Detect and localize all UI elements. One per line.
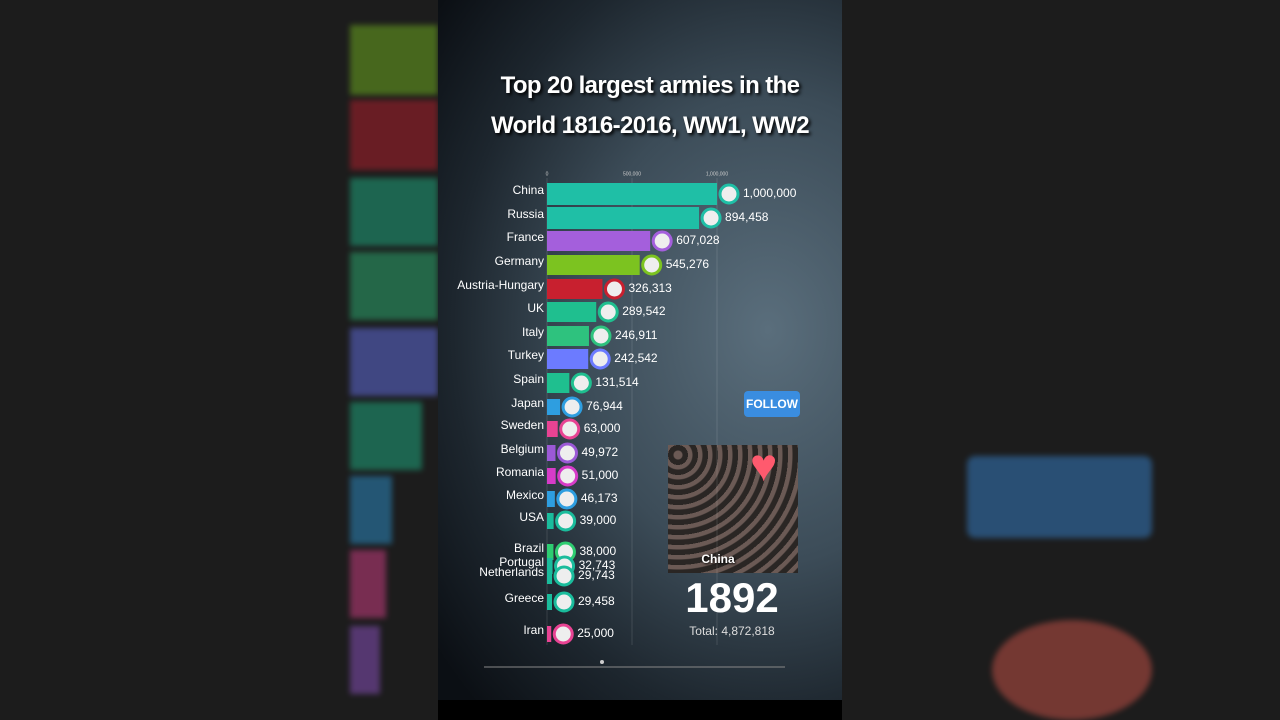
value-label: 29,458	[578, 594, 615, 608]
value-label: 289,542	[622, 304, 666, 318]
year-label: 1892	[685, 574, 779, 621]
bar	[547, 544, 554, 560]
blurred-right	[842, 0, 1280, 720]
flag-icon	[641, 254, 663, 276]
bar	[547, 568, 553, 584]
bar	[547, 231, 651, 251]
x-tick-label: 500,000	[623, 171, 641, 177]
flag-icon	[597, 301, 619, 323]
bar	[547, 349, 589, 369]
bar	[547, 468, 556, 484]
category-label: Japan	[511, 396, 544, 410]
flag-icon	[556, 442, 578, 464]
value-label: 545,276	[666, 257, 710, 271]
bar	[547, 255, 640, 275]
flag-icon	[557, 465, 579, 487]
video-thumbnail[interactable]	[668, 445, 798, 573]
bar	[547, 558, 553, 574]
flag-icon	[718, 183, 740, 205]
category-label: Belgium	[501, 442, 544, 456]
bar	[547, 445, 556, 461]
timeline-cursor	[600, 660, 604, 664]
follow-button[interactable]: FOLLOW	[744, 391, 800, 417]
bar	[547, 302, 597, 322]
video-caption: China	[701, 552, 735, 566]
bar	[547, 421, 558, 437]
category-label: China	[513, 183, 545, 197]
category-label: Iran	[523, 623, 544, 637]
bar	[547, 279, 603, 299]
category-label: UK	[527, 301, 544, 315]
category-label: Germany	[495, 254, 544, 268]
category-label: Turkey	[508, 348, 544, 362]
value-label: 39,000	[580, 513, 617, 527]
bar	[547, 399, 561, 415]
bar	[547, 183, 717, 205]
value-label: 1,000,000	[743, 186, 797, 200]
bottom-bar	[438, 700, 842, 720]
value-label: 63,000	[584, 421, 621, 435]
value-label: 51,000	[582, 468, 619, 482]
category-label: Greece	[505, 591, 545, 605]
value-label: 38,000	[579, 544, 616, 558]
flag-icon	[590, 325, 612, 347]
value-label: 326,313	[628, 281, 672, 295]
bar	[547, 373, 570, 393]
flag-icon	[589, 348, 611, 370]
value-label: 76,944	[586, 399, 623, 413]
value-label: 242,542	[614, 351, 658, 365]
category-label: Netherlands	[479, 565, 544, 579]
chart-title: Top 20 largest armies in the World 1816-…	[491, 72, 810, 139]
flag-icon	[553, 591, 575, 613]
value-label: 46,173	[581, 491, 618, 505]
category-label: Mexico	[506, 488, 544, 502]
value-label: 32,743	[579, 558, 616, 572]
flag-icon	[561, 396, 583, 418]
category-label: Sweden	[501, 418, 544, 432]
value-label: 607,028	[676, 233, 720, 247]
value-label: 49,972	[581, 445, 618, 459]
flag-icon	[556, 488, 578, 510]
category-label: Brazil	[514, 541, 544, 555]
flag-icon	[555, 510, 577, 532]
bar	[547, 326, 589, 346]
flag-icon	[552, 623, 574, 645]
category-label: Italy	[522, 325, 544, 339]
category-label: Austria-Hungary	[457, 278, 544, 292]
value-label: 246,911	[615, 328, 658, 342]
category-label: Russia	[507, 207, 544, 221]
total-label: Total: 4,872,818	[689, 624, 775, 638]
value-label: 894,458	[725, 210, 769, 224]
flag-icon	[651, 230, 673, 252]
category-label: Portugal	[499, 555, 544, 569]
flag-icon	[700, 207, 722, 229]
flag-icon	[559, 418, 581, 440]
category-label: Spain	[513, 372, 544, 386]
bar	[547, 626, 552, 642]
flag-icon	[553, 565, 575, 587]
value-label: 25,000	[577, 626, 614, 640]
x-tick-label: 0	[546, 171, 549, 177]
category-label: USA	[519, 510, 544, 524]
category-label: France	[507, 230, 545, 244]
bar	[547, 491, 555, 507]
bar	[547, 513, 554, 529]
blurred-left	[0, 0, 438, 720]
bar	[547, 207, 700, 229]
heart-icon[interactable]: ♥	[750, 439, 778, 491]
flag-icon	[603, 278, 625, 300]
bar	[547, 594, 553, 610]
video-panel	[438, 0, 842, 700]
category-label: Romania	[496, 465, 544, 479]
value-label: 131,514	[595, 375, 639, 389]
flag-icon	[570, 372, 592, 394]
x-tick-label: 1,000,000	[706, 171, 728, 177]
value-label: 29,743	[578, 568, 615, 582]
